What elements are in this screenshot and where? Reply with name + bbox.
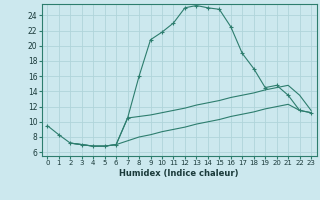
X-axis label: Humidex (Indice chaleur): Humidex (Indice chaleur): [119, 169, 239, 178]
